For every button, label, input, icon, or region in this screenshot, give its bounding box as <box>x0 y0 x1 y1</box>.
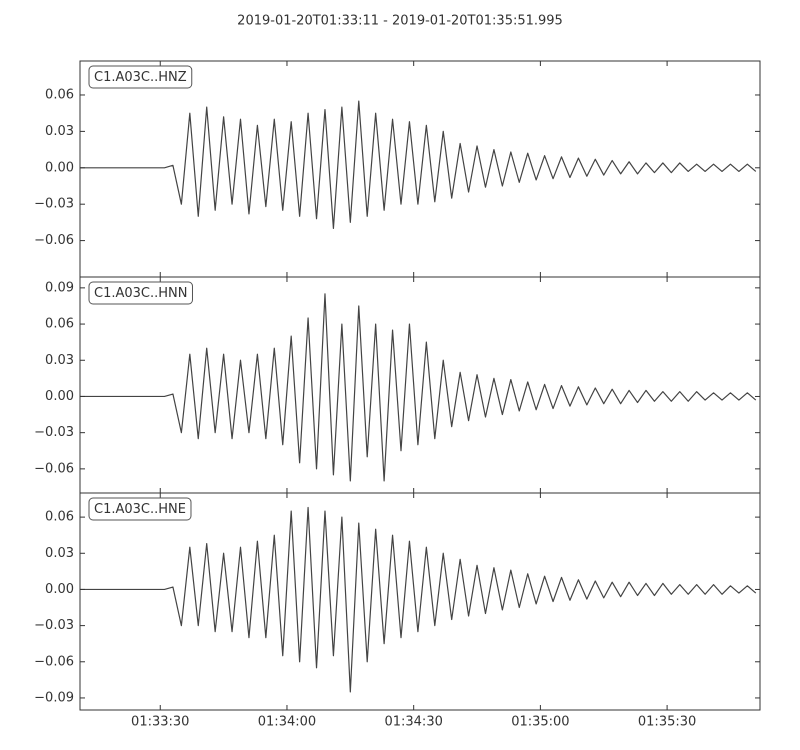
y-tick-label: 0.03 <box>45 124 74 139</box>
y-tick-label: −0.06 <box>34 461 74 476</box>
x-tick-label: 01:34:30 <box>384 715 442 730</box>
y-tick-label: −0.03 <box>34 425 74 440</box>
trace-label: C1.A03C..HNN <box>94 286 187 301</box>
y-tick-label: 0.00 <box>45 582 74 597</box>
y-tick-label: −0.09 <box>34 690 74 705</box>
y-tick-label: 0.09 <box>45 280 74 295</box>
y-tick-label: 0.06 <box>45 510 74 525</box>
trace-label-box <box>88 497 192 521</box>
y-tick-label: −0.03 <box>34 197 74 212</box>
waveform <box>80 506 757 693</box>
y-tick-label: 0.03 <box>45 546 74 561</box>
waveform <box>80 100 757 230</box>
y-tick-label: −0.06 <box>34 233 74 248</box>
panel-frame <box>79 276 761 494</box>
panel-frame <box>79 492 761 711</box>
trace-label: C1.A03C..HNE <box>94 502 186 517</box>
y-tick-label: −0.06 <box>34 654 74 669</box>
y-tick-label: 0.00 <box>45 389 74 404</box>
y-tick-label: 0.00 <box>45 160 74 175</box>
trace-label-box <box>88 65 193 89</box>
chart-title: 2019-01-20T01:33:11 - 2019-01-20T01:35:5… <box>237 14 563 29</box>
y-tick-label: −0.03 <box>34 618 74 633</box>
waveform <box>80 293 757 482</box>
y-tick-label: 0.06 <box>45 317 74 332</box>
x-tick-label: 01:33:30 <box>131 715 189 730</box>
y-tick-label: 0.03 <box>45 353 74 368</box>
x-tick-label: 01:34:00 <box>258 715 316 730</box>
x-tick-label: 01:35:30 <box>638 715 696 730</box>
x-tick-label: 01:35:00 <box>511 715 569 730</box>
y-tick-label: 0.06 <box>45 87 74 102</box>
trace-label: C1.A03C..HNZ <box>94 70 187 85</box>
trace-label-box <box>88 281 193 305</box>
